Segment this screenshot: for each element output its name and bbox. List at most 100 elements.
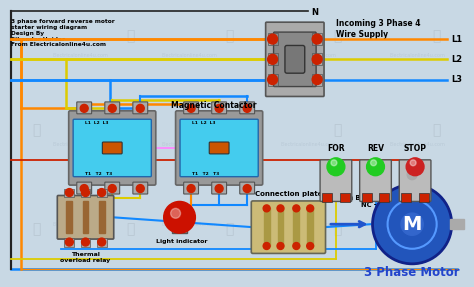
Circle shape	[137, 185, 144, 193]
FancyBboxPatch shape	[320, 160, 352, 201]
Circle shape	[268, 34, 277, 44]
Bar	[322, 193, 332, 202]
Circle shape	[312, 54, 322, 64]
Text: 💡: 💡	[334, 123, 342, 137]
Text: 💡: 💡	[334, 29, 342, 43]
Bar	[97, 238, 107, 247]
FancyBboxPatch shape	[212, 182, 227, 194]
Text: L1  L2  L3: L1 L2 L3	[85, 121, 109, 125]
Text: L1  L2  L3: L1 L2 L3	[192, 121, 216, 125]
Bar	[82, 201, 89, 233]
Circle shape	[108, 104, 116, 112]
Text: L1: L1	[452, 34, 463, 44]
Text: Electricalonline4u.com: Electricalonline4u.com	[53, 142, 109, 148]
Text: M: M	[402, 215, 422, 234]
Circle shape	[312, 34, 322, 44]
FancyBboxPatch shape	[77, 102, 91, 114]
Circle shape	[65, 189, 73, 197]
Circle shape	[164, 201, 195, 233]
Circle shape	[307, 243, 314, 249]
Bar	[293, 208, 299, 246]
Text: 💡: 💡	[433, 222, 441, 236]
Circle shape	[312, 75, 322, 84]
Text: 💡: 💡	[225, 222, 233, 236]
Bar	[99, 201, 105, 233]
Circle shape	[243, 104, 251, 112]
FancyBboxPatch shape	[102, 142, 122, 154]
Text: L2: L2	[452, 55, 463, 64]
Circle shape	[215, 104, 223, 112]
FancyBboxPatch shape	[209, 142, 229, 154]
Circle shape	[401, 213, 423, 235]
Circle shape	[268, 75, 277, 84]
Text: Light indicator: Light indicator	[156, 239, 207, 244]
Bar	[81, 238, 91, 247]
Bar	[264, 208, 270, 246]
Circle shape	[137, 104, 144, 112]
Text: 💡: 💡	[32, 29, 40, 43]
Text: Electricalonline4u.com: Electricalonline4u.com	[162, 53, 218, 58]
Text: 💡: 💡	[32, 222, 40, 236]
Text: 💡: 💡	[433, 123, 441, 137]
FancyBboxPatch shape	[105, 182, 119, 194]
Text: FOR: FOR	[327, 144, 345, 153]
FancyBboxPatch shape	[73, 119, 151, 177]
Circle shape	[406, 158, 424, 176]
Circle shape	[82, 238, 90, 246]
Bar	[362, 193, 372, 202]
Text: Electricalonline4u.com: Electricalonline4u.com	[389, 53, 445, 58]
Circle shape	[80, 185, 88, 193]
Circle shape	[215, 185, 223, 193]
FancyBboxPatch shape	[251, 201, 326, 253]
Bar	[419, 193, 429, 202]
Text: Electricalonline4u.com: Electricalonline4u.com	[53, 53, 109, 58]
Text: T1   T2   T3: T1 T2 T3	[85, 172, 112, 176]
Circle shape	[65, 238, 73, 246]
Circle shape	[371, 160, 376, 166]
Circle shape	[243, 185, 251, 193]
Text: STOP: STOP	[403, 144, 427, 153]
Bar	[268, 53, 277, 65]
Bar	[268, 33, 277, 45]
Text: 3 phase forward reverse motor
starter wiring diagram
Design By
Sikandar Haidar
F: 3 phase forward reverse motor starter wi…	[11, 19, 115, 47]
Bar	[340, 193, 350, 202]
FancyBboxPatch shape	[273, 32, 316, 87]
Circle shape	[98, 238, 106, 246]
Text: Electricalonline4u.com: Electricalonline4u.com	[389, 222, 445, 227]
Bar	[450, 219, 464, 229]
Text: Thermal
overload relay: Thermal overload relay	[60, 252, 110, 263]
Bar	[401, 193, 411, 202]
FancyBboxPatch shape	[175, 111, 263, 185]
FancyBboxPatch shape	[105, 102, 119, 114]
Text: Magnetic Contactor: Magnetic Contactor	[172, 101, 257, 110]
Text: L3: L3	[452, 75, 463, 84]
Text: 3 Phase Motor: 3 Phase Motor	[365, 266, 460, 279]
Circle shape	[268, 54, 277, 64]
Text: Electricalonline4u.com: Electricalonline4u.com	[53, 222, 109, 227]
Text: 💡: 💡	[126, 222, 134, 236]
Text: Electricalonline4u.com: Electricalonline4u.com	[162, 142, 218, 148]
Circle shape	[366, 158, 384, 176]
Text: Electricalonline4u.com: Electricalonline4u.com	[280, 53, 336, 58]
Text: Incoming 3 Phase 4
Wire Supply: Incoming 3 Phase 4 Wire Supply	[336, 19, 420, 39]
Text: 💡: 💡	[32, 123, 40, 137]
Bar	[312, 53, 322, 65]
Text: T1   T2   T3: T1 T2 T3	[192, 172, 219, 176]
Bar	[66, 201, 73, 233]
Text: 💡: 💡	[225, 29, 233, 43]
FancyBboxPatch shape	[57, 195, 114, 239]
Circle shape	[187, 104, 195, 112]
Bar	[81, 189, 91, 197]
Text: Electricalonline4u.com: Electricalonline4u.com	[280, 142, 336, 148]
Circle shape	[331, 160, 337, 166]
FancyBboxPatch shape	[183, 102, 199, 114]
Text: Push Button Switches
NC - NO: Push Button Switches NC - NO	[335, 195, 416, 208]
Bar	[307, 208, 313, 246]
Bar	[172, 219, 187, 233]
FancyBboxPatch shape	[360, 160, 392, 201]
Bar	[64, 238, 74, 247]
FancyBboxPatch shape	[240, 102, 255, 114]
FancyBboxPatch shape	[183, 182, 199, 194]
FancyBboxPatch shape	[69, 111, 156, 185]
FancyBboxPatch shape	[180, 119, 258, 177]
